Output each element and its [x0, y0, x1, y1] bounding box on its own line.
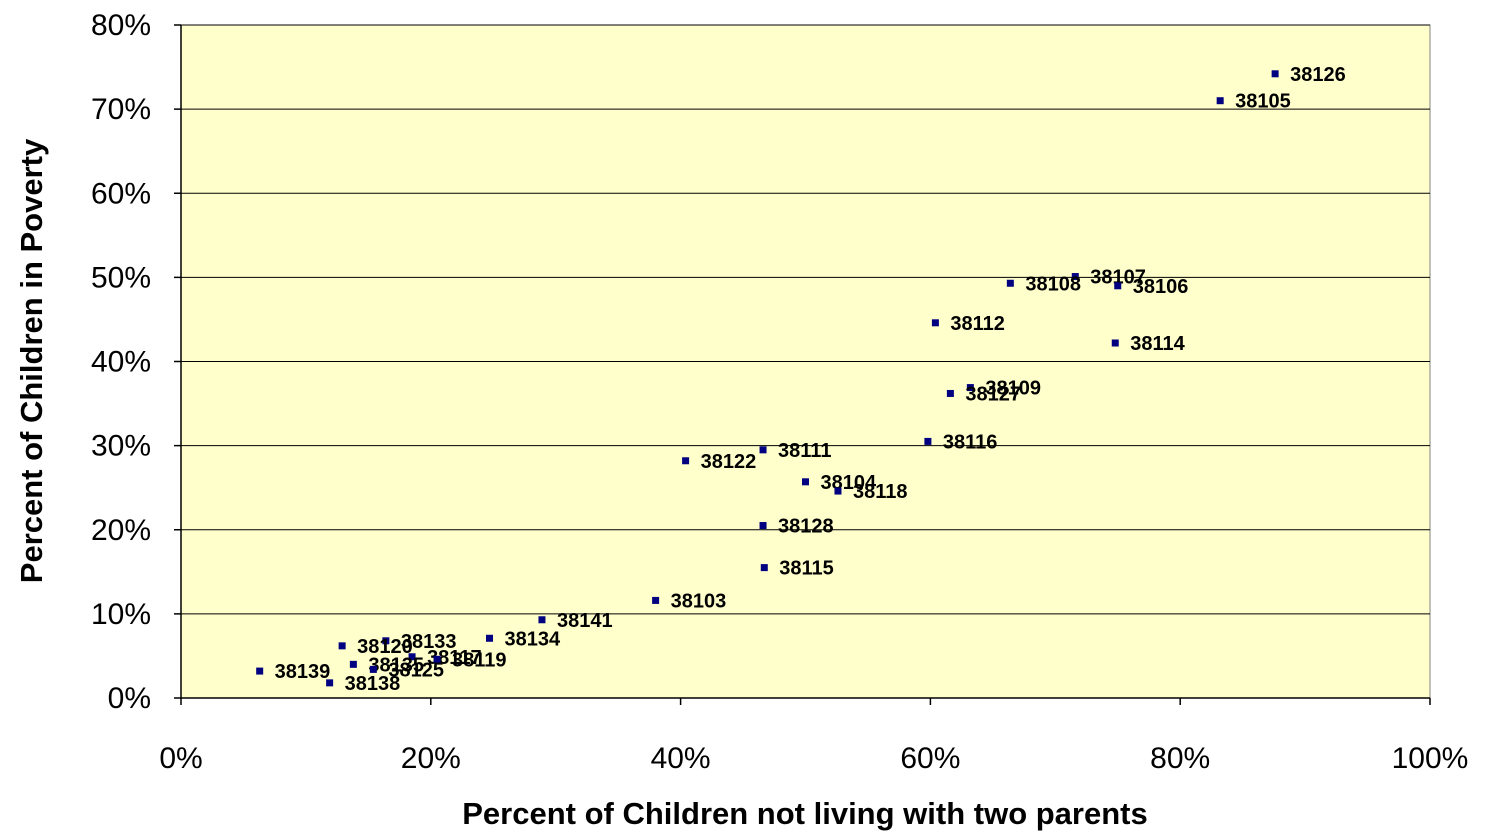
point-38107: [1071, 273, 1079, 281]
x-tick-label-3: 60%: [900, 742, 960, 775]
point-label-38116: 38116: [943, 431, 998, 453]
point-38108: [1006, 279, 1014, 287]
point-label-38122: 38122: [701, 451, 757, 473]
y-tick-label-6: 60%: [91, 177, 151, 210]
point-label-38138: 38138: [345, 673, 401, 695]
y-tick-label-8: 80%: [91, 9, 151, 42]
y-tick-label-3: 30%: [91, 430, 151, 463]
point-label-38112: 38112: [950, 313, 1005, 335]
point-label-38117: 38117: [427, 647, 482, 669]
x-tick-label-0: 0%: [159, 742, 202, 775]
point-label-38127: 38127: [965, 383, 1021, 405]
point-label-38119: 38119: [452, 649, 507, 671]
point-38103: [652, 596, 660, 604]
y-tick-label-1: 10%: [91, 598, 151, 631]
point-38126: [1271, 70, 1279, 78]
point-38122: [682, 457, 690, 465]
point-38125: [369, 665, 377, 673]
point-38127: [946, 389, 954, 397]
point-label-38128: 38128: [778, 516, 834, 538]
x-tick-label-2: 40%: [651, 742, 711, 775]
point-label-38125: 38125: [388, 659, 444, 681]
point-38133: [382, 637, 390, 645]
point-38112: [931, 319, 939, 327]
point-38138: [326, 679, 334, 687]
point-label-38114: 38114: [1130, 333, 1185, 355]
y-tick-label-2: 20%: [91, 514, 151, 547]
point-label-38105: 38105: [1235, 91, 1291, 113]
point-label-38103: 38103: [671, 590, 727, 612]
point-label-38139: 38139: [275, 661, 331, 683]
point-label-38134: 38134: [505, 628, 561, 650]
y-tick-label-4: 40%: [91, 346, 151, 379]
point-38128: [759, 522, 767, 530]
point-38106: [1114, 282, 1122, 290]
x-axis-title: Percent of Children not living with two …: [462, 796, 1147, 831]
point-38105: [1216, 97, 1224, 105]
gridlines: [181, 24, 1430, 615]
y-tick-label-7: 70%: [91, 93, 151, 126]
point-38141: [538, 616, 546, 624]
y-tick-label-0: 0%: [108, 682, 151, 715]
x-tick-label-5: 100%: [1392, 742, 1469, 775]
point-label-38107: 38107: [1090, 267, 1146, 289]
data-points: 38126 38105 38107 38108 38106 38112 38114 38109…: [256, 64, 1346, 695]
point-38115: [760, 564, 768, 572]
point-38118: [834, 487, 842, 495]
point-38117: [408, 653, 416, 661]
point-38104: [802, 478, 809, 486]
y-axis-title: Percent of Children in Poverty: [14, 138, 49, 583]
point-label-38106: 38106: [1133, 276, 1189, 298]
point-label-38141: 38141: [557, 610, 613, 632]
point-38116: [924, 437, 932, 445]
x-tick-label-1: 20%: [401, 742, 461, 775]
point-label-38111: 38111: [778, 440, 831, 462]
point-label-38118: 38118: [853, 481, 908, 503]
point-38120: [338, 642, 346, 650]
point-38134: [486, 634, 494, 642]
point-38109: [966, 384, 974, 392]
y-axis-ticks: 0% 10% 20% 30% 40% 50% 60% 70% 80%: [91, 9, 181, 715]
point-label-38109: 38109: [985, 378, 1041, 400]
point-38139: [256, 667, 264, 675]
y-tick-label-5: 50%: [91, 261, 151, 294]
point-label-38133: 38133: [401, 631, 457, 653]
point-label-38108: 38108: [1025, 273, 1081, 295]
point-label-38120: 38120: [357, 636, 413, 658]
point-label-38115: 38115: [779, 558, 834, 580]
point-38135: [349, 660, 357, 668]
point-38114: [1111, 339, 1119, 347]
x-tick-label-4: 80%: [1150, 742, 1210, 775]
point-38119: [433, 655, 441, 663]
point-38111: [759, 446, 767, 454]
point-label-38135: 38135: [368, 654, 424, 676]
point-label-38126: 38126: [1290, 64, 1346, 86]
x-axis-ticks: 0% 20% 40% 60% 80% 100%: [159, 698, 1468, 775]
